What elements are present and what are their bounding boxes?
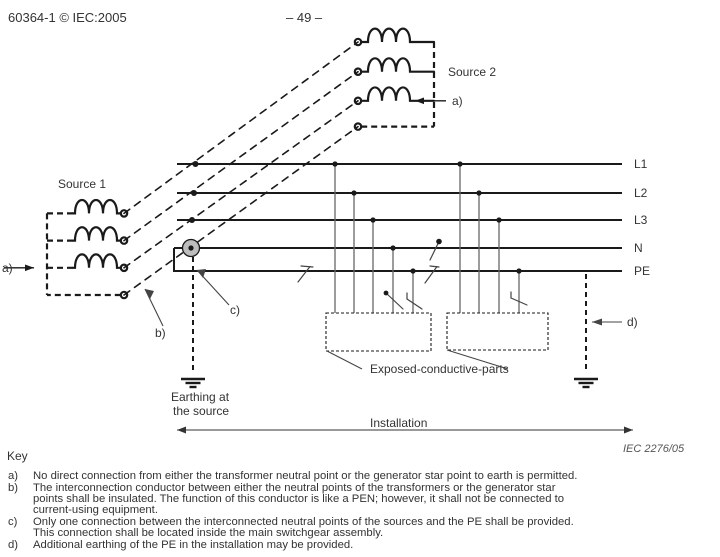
svg-text:d): d) [8, 539, 18, 551]
svg-text:L3: L3 [634, 213, 648, 227]
svg-text:d): d) [627, 315, 638, 329]
svg-text:This connection shall be locat: This connection shall be located inside … [33, 527, 383, 539]
svg-text:No direct connection from eith: No direct connection from either the tra… [33, 470, 577, 482]
svg-text:L2: L2 [634, 186, 648, 200]
svg-text:c): c) [230, 303, 240, 317]
svg-text:Earthing at: Earthing at [171, 390, 230, 404]
svg-text:Additional earthing of the PE: Additional earthing of the PE in the ins… [33, 539, 353, 551]
svg-text:a): a) [8, 470, 18, 482]
svg-text:current-using equipment.: current-using equipment. [33, 504, 158, 516]
svg-text:b): b) [155, 326, 166, 340]
svg-text:a): a) [452, 94, 463, 108]
svg-text:– 49 –: – 49 – [286, 10, 323, 25]
svg-text:Source 1: Source 1 [58, 177, 106, 191]
svg-text:Exposed-conductive-parts: Exposed-conductive-parts [370, 362, 509, 376]
svg-text:IEC 2276/05: IEC 2276/05 [623, 443, 685, 455]
svg-text:60364-1 © IEC:2005: 60364-1 © IEC:2005 [8, 10, 127, 25]
svg-text:c): c) [8, 516, 18, 528]
svg-text:a): a) [2, 261, 13, 275]
svg-text:PE: PE [634, 264, 650, 278]
svg-text:Source 2: Source 2 [448, 65, 496, 79]
svg-text:N: N [634, 241, 643, 255]
svg-text:the source: the source [173, 404, 229, 418]
svg-text:L1: L1 [634, 157, 648, 171]
svg-text:b): b) [8, 482, 18, 494]
svg-text:Installation: Installation [370, 416, 427, 430]
svg-text:Key: Key [7, 449, 28, 463]
